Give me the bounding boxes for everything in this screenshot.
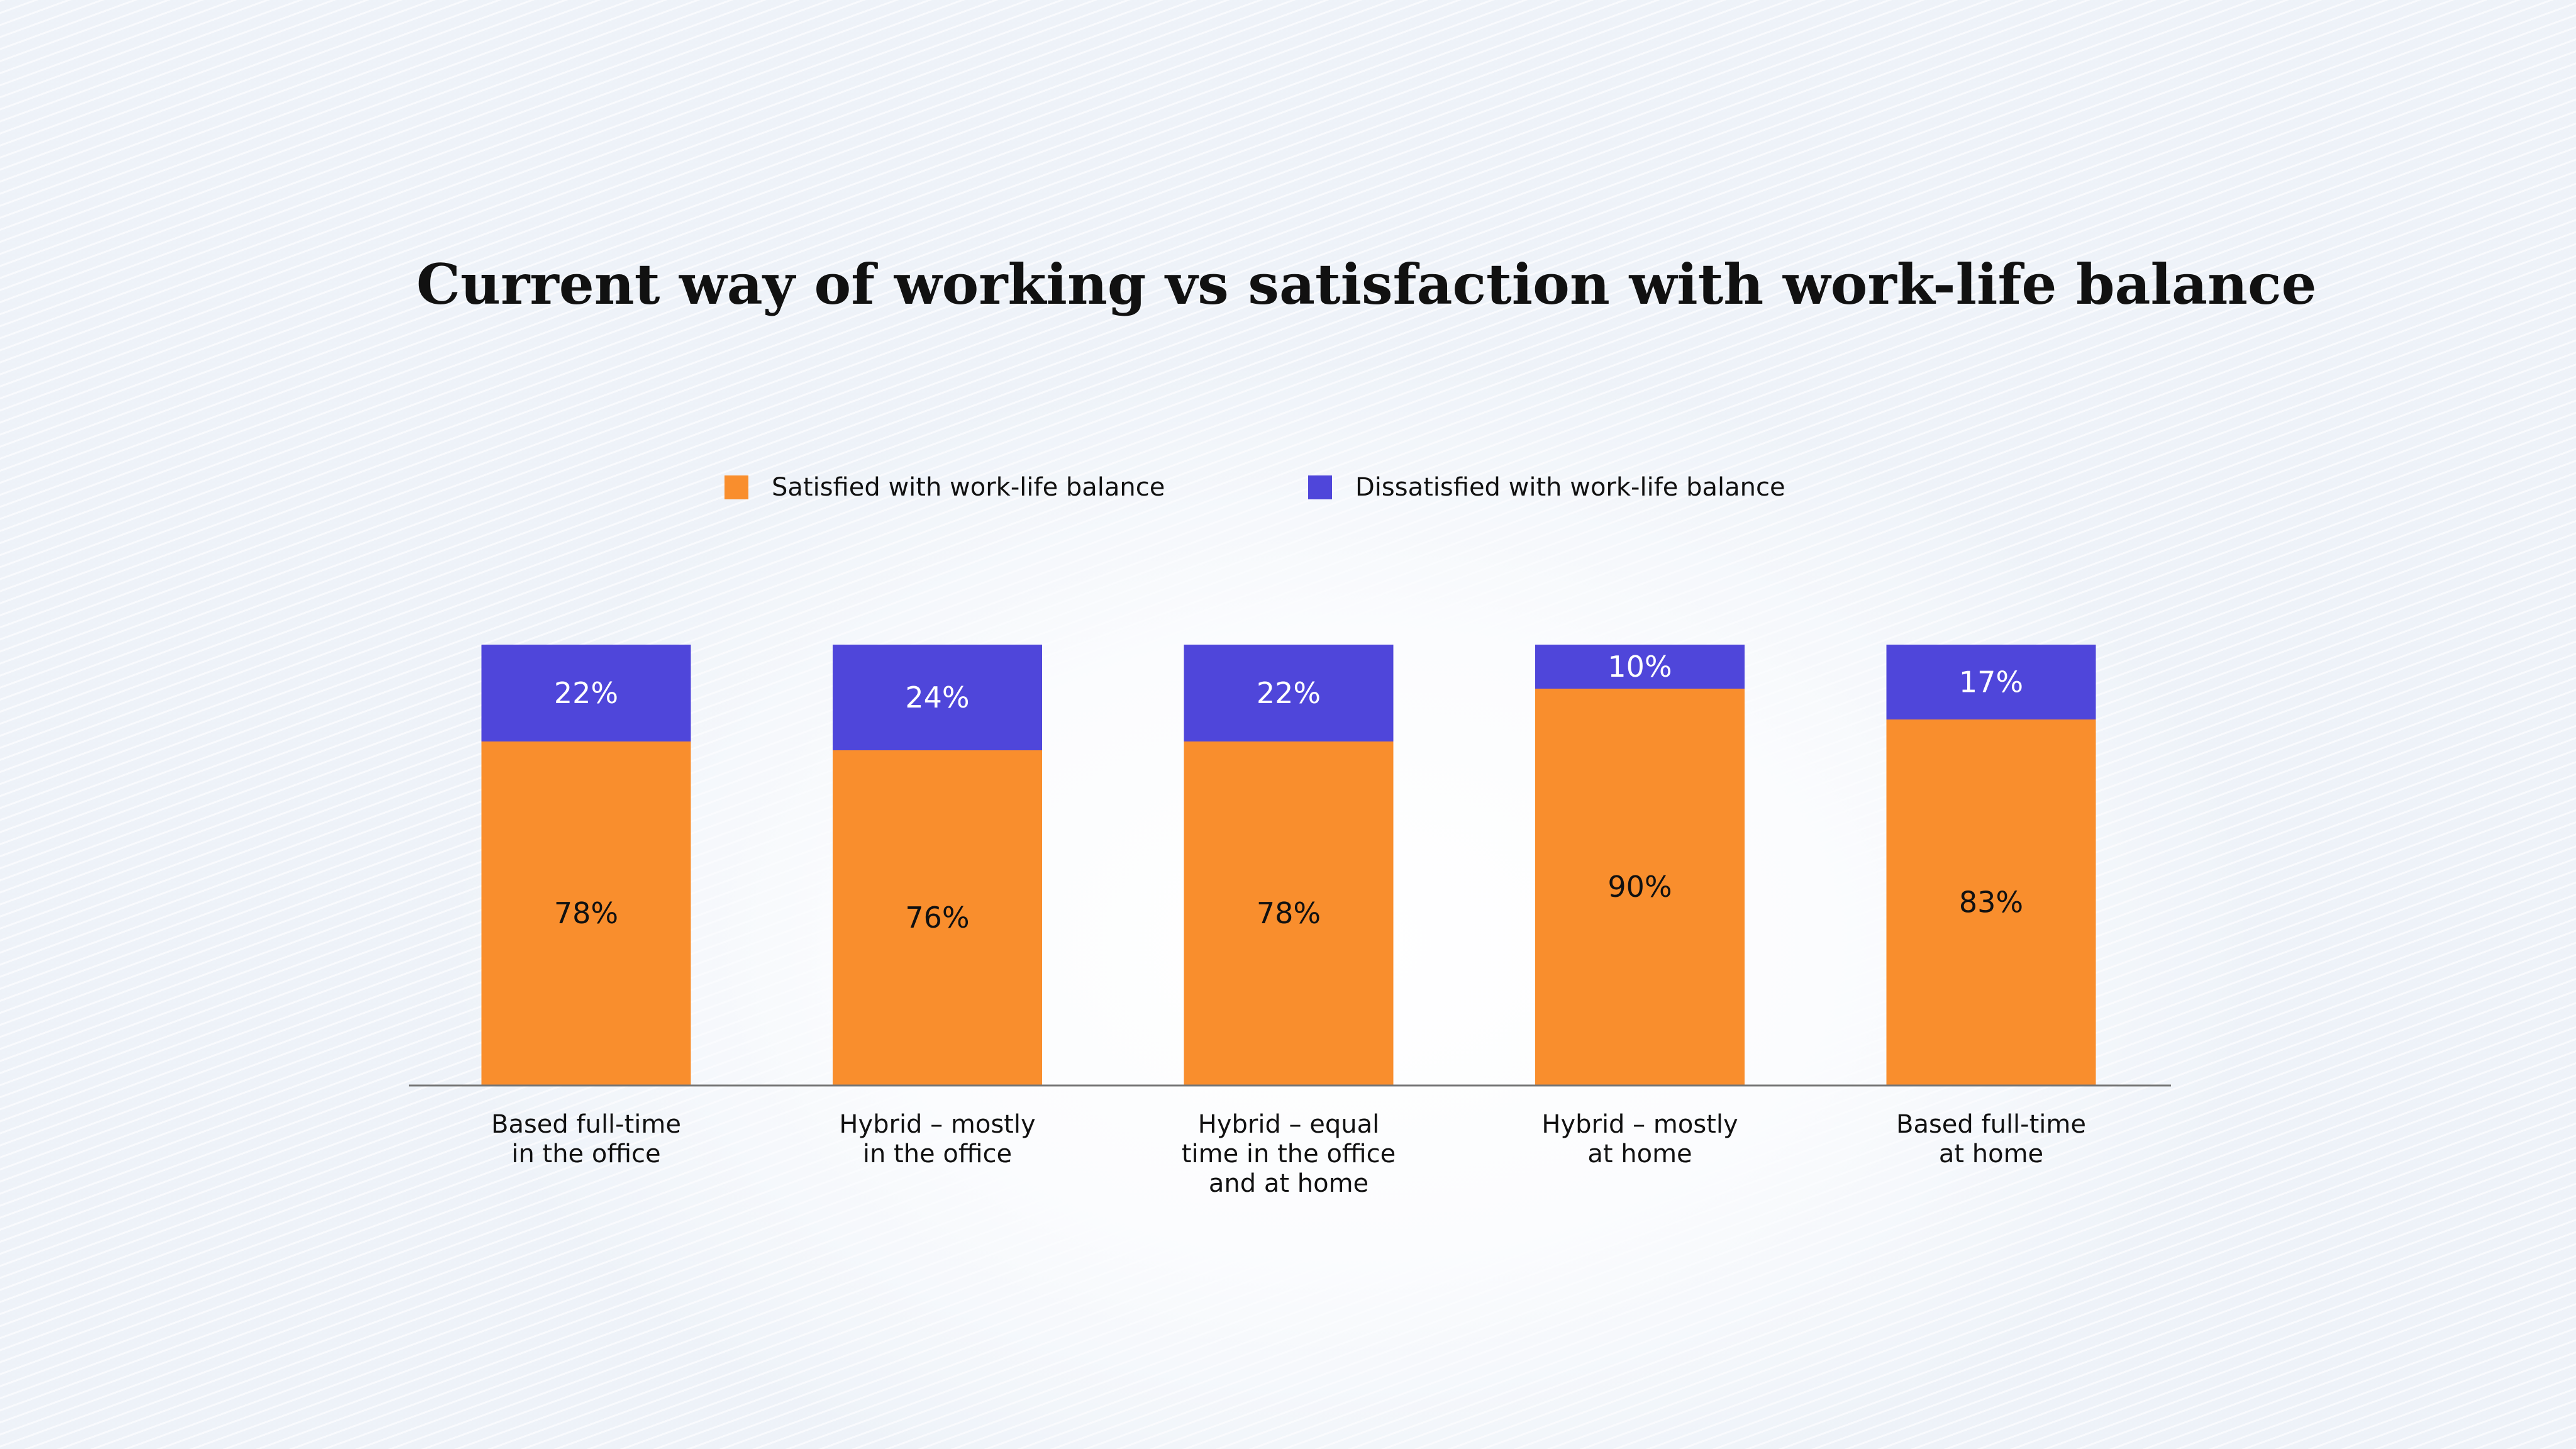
bar-segment-dissatisfied-3 — [1184, 645, 1394, 741]
bar-segment-dissatisfied-2 — [833, 645, 1042, 750]
data-label-satisfied-4: 90% — [1607, 870, 1672, 904]
bar-segment-satisfied-3 — [1184, 741, 1394, 1085]
category-labels: Based full-time in the office Hybrid – mos… — [491, 1110, 2086, 1198]
bar-segment-satisfied-4 — [1535, 689, 1745, 1085]
bar-segment-satisfied-1 — [481, 741, 691, 1085]
data-label-dissatisfied-1: 22% — [554, 676, 618, 710]
legend-swatch-1 — [724, 475, 748, 499]
data-label-satisfied-1: 78% — [554, 896, 618, 930]
bar-segment-satisfied-2 — [833, 750, 1042, 1085]
legend-swatch-2 — [1308, 475, 1332, 499]
bar-segment-dissatisfied-5 — [1886, 645, 2096, 719]
bars: 78% 22% 76% 24% 78% 22% 90% 10% 83% 17% — [481, 645, 2096, 1085]
legend: Satisfied with work-life balance Dissatis… — [724, 473, 1785, 502]
x-tick-label-5: Based full-time at home — [1896, 1110, 2086, 1169]
bar-segment-satisfied-5 — [1886, 719, 2096, 1085]
data-label-dissatisfied-3: 22% — [1257, 676, 1321, 710]
data-label-satisfied-5: 83% — [1959, 886, 2023, 919]
bar-segment-dissatisfied-1 — [481, 645, 691, 741]
x-tick-label-1: Based full-time in the office — [491, 1110, 681, 1169]
legend-label-2: Dissatisfied with work-life balance — [1355, 473, 1785, 502]
data-label-dissatisfied-4: 10% — [1607, 650, 1672, 684]
data-label-satisfied-3: 78% — [1257, 896, 1321, 930]
data-label-satisfied-2: 76% — [905, 901, 969, 935]
x-tick-label-2: Hybrid – mostly in the office — [839, 1110, 1035, 1169]
x-tick-label-4: Hybrid – mostly at home — [1541, 1110, 1738, 1169]
data-label-dissatisfied-5: 17% — [1959, 665, 2023, 699]
bar-segment-dissatisfied-4 — [1535, 645, 1745, 689]
x-tick-label-3: Hybrid – equal time in the office and at h… — [1182, 1110, 1396, 1198]
chart-title: Current way of working vs satisfaction w… — [416, 252, 2317, 317]
data-label-dissatisfied-2: 24% — [905, 680, 969, 714]
legend-label-1: Satisfied with work-life balance — [772, 473, 1165, 502]
